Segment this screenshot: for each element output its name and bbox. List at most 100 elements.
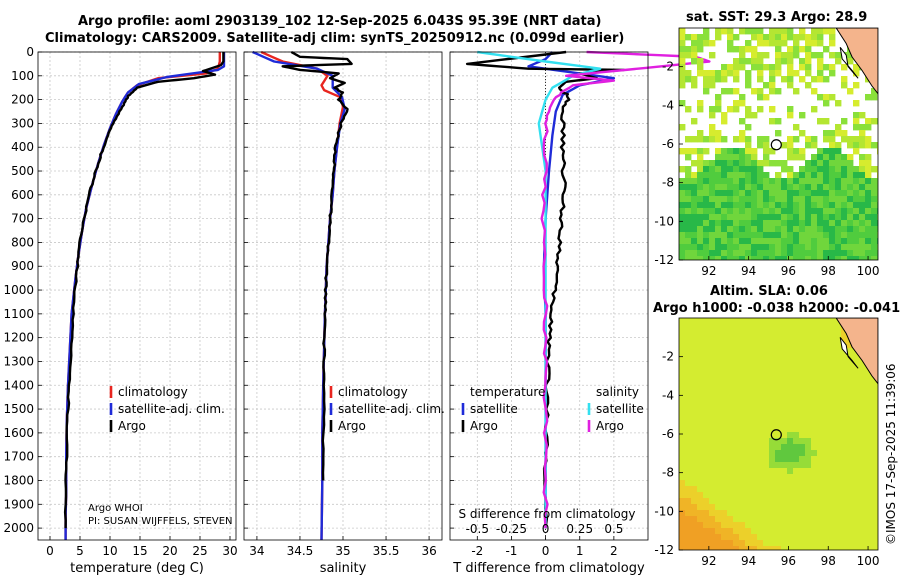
ytick-label-2: 200 — [11, 93, 34, 107]
map-sla-island — [839, 336, 859, 369]
legend-2: climatology satellite-adj. clim. Argo — [329, 385, 445, 433]
legend3-s-label-0: satellite — [596, 402, 644, 416]
xlabel2: S difference from climatology — [459, 507, 636, 521]
series-3-s-argo — [540, 50, 711, 529]
ytick-label-10: 1000 — [3, 283, 34, 297]
legend-label-1-2: Argo — [118, 419, 146, 433]
xtick-label-2-3: 35.5 — [373, 544, 400, 558]
map-sla-ytick-label-3: -8 — [662, 466, 674, 480]
map-sla-ytick-label-1: -4 — [662, 388, 674, 402]
map-sla-xtick-label-1: 94 — [741, 554, 756, 568]
map-sla-xtick-label-4: 100 — [857, 554, 880, 568]
ytick-label-18: 1800 — [3, 473, 34, 487]
panel-2: 34 34.5 35 35.5 36 salinity — [243, 50, 443, 576]
map-sst-xtick-label-4: 100 — [857, 264, 880, 278]
xtick-label-2-4: 36 — [421, 544, 436, 558]
map-sla-field — [679, 318, 878, 550]
map-sst: 92 94 96 98 100 -2 -4 -6 -8 -10 -12 — [654, 27, 880, 278]
ytick-label-4: 400 — [11, 140, 34, 154]
map1-title: sat. SST: 29.3 Argo: 28.9 — [686, 10, 868, 25]
legend-label-1-0: climatology — [118, 385, 188, 399]
xtick-label-3-3: 1 — [576, 544, 584, 558]
map-sst-field — [679, 28, 878, 260]
legend3-sal-head: salinity — [596, 385, 639, 399]
xtick-label-1-0: 0 — [46, 544, 54, 558]
series-2-argo — [281, 50, 353, 481]
float-info: Argo WHOI PI: SUSAN WIJFFELS, STEVEN — [88, 503, 233, 527]
map-sla: 92 94 96 98 100 -2 -4 -6 -8 -10 -12 — [654, 317, 880, 568]
xtick-label-1-2: 10 — [102, 544, 117, 558]
ytick-label-15: 1500 — [3, 402, 34, 416]
ytick-label-6: 600 — [11, 188, 34, 202]
float-info-line-1: PI: SUSAN WIJFFELS, STEVEN — [88, 516, 233, 527]
xtick-label-2-2: 35 — [335, 544, 350, 558]
float-info-line-0: Argo WHOI — [88, 503, 143, 514]
ytick-label-0: 0 — [26, 45, 34, 59]
map2-title-a: Altim. SLA: 0.06 — [710, 284, 828, 299]
xtick2-label-2: 0 — [542, 522, 550, 536]
legend-label-2-1: satellite-adj. clim. — [338, 402, 445, 416]
title-line-1: Argo profile: aoml 2903139_102 12-Sep-20… — [78, 14, 602, 29]
ytick-label-19: 1900 — [3, 497, 34, 511]
legend-label-1-1: satellite-adj. clim. — [118, 402, 225, 416]
map-sla-argo-marker — [770, 429, 782, 441]
xlabel-1: temperature (deg C) — [70, 561, 204, 576]
map-sst-xtick-label-2: 96 — [781, 264, 796, 278]
ytick-label-11: 1100 — [3, 307, 34, 321]
legend3-t-label-0: satellite — [470, 402, 518, 416]
xtick2-label-1: -0.25 — [496, 522, 527, 536]
legend-label-2-2: Argo — [338, 419, 366, 433]
legend3-t-label-1: Argo — [470, 419, 498, 433]
axes-frame-1 — [37, 51, 237, 541]
ytick-label-8: 800 — [11, 235, 34, 249]
xtick-label-3-1: -1 — [505, 544, 517, 558]
xtick-label-3-4: 2 — [610, 544, 618, 558]
ytick-label-20: 2000 — [3, 521, 34, 535]
xtick-label-2-1: 34.5 — [287, 544, 314, 558]
ytick-label-16: 1600 — [3, 426, 34, 440]
map-sst-coast — [835, 28, 878, 95]
ytick-label-9: 900 — [11, 259, 34, 273]
ytick-label-1: 100 — [11, 69, 34, 83]
xtick2-label-4: 0.5 — [604, 522, 623, 536]
legend-label-2-0: climatology — [338, 385, 408, 399]
map-sst-ytick-label-0: -2 — [662, 60, 674, 74]
map-sst-ytick-label-2: -6 — [662, 137, 674, 151]
series-1-argo — [63, 52, 225, 529]
xtick-label-1-3: 15 — [132, 544, 147, 558]
map-sst-ytick-label-4: -10 — [654, 214, 674, 228]
map-sst-ytick-label-1: -4 — [662, 98, 674, 112]
axes-frame-3 — [449, 51, 649, 541]
xtick-label-2-0: 34 — [249, 544, 264, 558]
map-sla-ytick-label-0: -2 — [662, 350, 674, 364]
panel-3: -2 -1 0 1 2T difference from climatology-0.5… — [449, 50, 711, 576]
map-sst-ytick-label-5: -12 — [654, 253, 674, 267]
map-sst-ytick-label-3: -8 — [662, 176, 674, 190]
series-2-satellite-adj-clim- — [252, 50, 346, 541]
map2-title-b: Argo h1000: -0.038 h2000: -0.041 — [653, 301, 900, 316]
series-1-climatology — [64, 52, 222, 540]
xtick-label-3-0: -2 — [471, 544, 483, 558]
map-sla-xtick-label-3: 98 — [821, 554, 836, 568]
map-sla-ytick-label-4: -10 — [654, 504, 674, 518]
map-sla-ytick-label-5: -12 — [654, 543, 674, 557]
xlabel-3: T difference from climatology — [452, 561, 645, 576]
legend-1: climatology satellite-adj. clim. Argo — [109, 385, 225, 433]
axes-frame-2 — [243, 51, 443, 541]
map-sst-island — [839, 46, 859, 79]
panel-1: 0 5 10 15 20 25 300100200300400500600700800900… — [3, 45, 237, 576]
legend-3: temperature salinity satellite satellite Arg… — [461, 385, 644, 433]
ytick-label-12: 1200 — [3, 331, 34, 345]
xlabel-2: salinity — [320, 561, 367, 576]
legend3-temp-head: temperature — [470, 385, 545, 399]
map-sla-xtick-label-2: 96 — [781, 554, 796, 568]
map-sst-xtick-label-1: 94 — [741, 264, 756, 278]
ytick-label-7: 700 — [11, 212, 34, 226]
ytick-label-5: 500 — [11, 164, 34, 178]
map-sst-xtick-label-3: 98 — [821, 264, 836, 278]
ytick-label-14: 1400 — [3, 378, 34, 392]
legend3-s-label-1: Argo — [596, 419, 624, 433]
xtick-label-1-4: 20 — [162, 544, 177, 558]
map-sla-coast — [835, 318, 878, 385]
